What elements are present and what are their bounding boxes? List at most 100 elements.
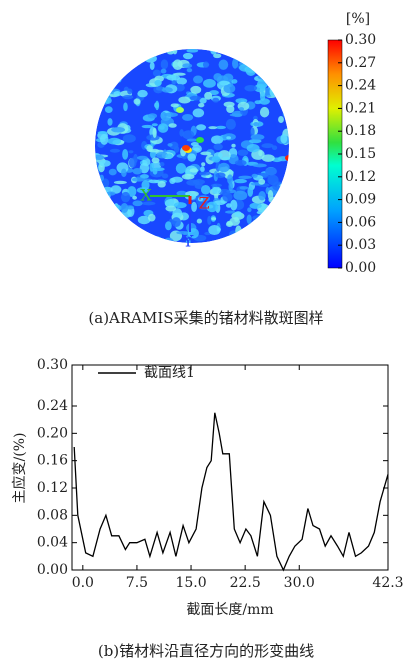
speckle — [203, 79, 216, 88]
speckle — [182, 63, 192, 68]
speckle — [111, 205, 122, 212]
y-axis-label: 主应变/(%) — [11, 433, 28, 504]
speckle — [276, 208, 287, 216]
speckle — [234, 211, 242, 217]
speckle — [270, 87, 276, 97]
speckle — [129, 158, 137, 168]
speckle — [213, 53, 221, 58]
speckle — [265, 228, 274, 238]
unit-label: [%] — [346, 11, 370, 27]
speckle — [213, 144, 222, 150]
speckle — [251, 134, 265, 140]
speckle — [222, 238, 228, 241]
speckle — [99, 160, 110, 167]
axis-glyph-label: Y — [182, 232, 194, 251]
speckle — [258, 191, 265, 201]
speckle — [132, 196, 137, 200]
y-tick-label: 0.30 — [37, 357, 68, 373]
speckle — [98, 210, 103, 215]
speckle — [226, 136, 231, 139]
speckle — [281, 63, 285, 69]
speckle — [123, 102, 128, 111]
speckle — [235, 225, 241, 236]
speckle — [176, 107, 184, 113]
caption: (a)ARAMIS采集的锗材料散斑图样 — [88, 309, 323, 327]
speckle — [111, 52, 116, 60]
speckle — [134, 98, 141, 104]
speckle — [211, 217, 216, 220]
speckle — [131, 58, 139, 61]
speckle — [193, 148, 200, 151]
speckle-image — [90, 44, 293, 246]
speckle — [115, 55, 128, 59]
speckle — [123, 95, 134, 99]
speckle — [190, 168, 199, 172]
speckle — [257, 80, 268, 89]
speckle — [110, 217, 117, 227]
speckle — [108, 56, 115, 60]
x-tick-label: 42.3 — [372, 575, 403, 591]
speckle — [274, 58, 280, 62]
speckle — [171, 80, 176, 85]
speckle — [148, 149, 159, 153]
speckle — [242, 232, 247, 236]
speckle — [211, 184, 222, 187]
speckle — [178, 96, 190, 103]
speckle — [187, 68, 193, 72]
colorbar-tick-label: 0.12 — [345, 169, 376, 185]
speckle — [182, 145, 190, 151]
speckle — [253, 164, 267, 168]
speckle — [200, 166, 205, 172]
speckle — [258, 65, 267, 71]
axis-glyph-label: X — [140, 186, 152, 205]
speckle — [161, 59, 168, 69]
speckle — [96, 78, 108, 87]
speckle — [272, 181, 283, 191]
x-axis-label: 截面长度/mm — [186, 602, 273, 618]
speckle — [247, 144, 260, 152]
speckle — [95, 87, 104, 98]
speckle — [115, 62, 125, 70]
speckle — [97, 206, 110, 214]
speckle — [247, 214, 252, 224]
speckle — [275, 84, 287, 95]
speckle — [164, 238, 174, 245]
speckle — [120, 50, 130, 57]
speckle — [107, 118, 112, 126]
speckle — [174, 146, 179, 153]
speckle — [182, 130, 194, 139]
speckle — [255, 62, 262, 70]
speckle — [98, 63, 103, 66]
colorbar-tick-label: 0.21 — [345, 100, 376, 116]
speckle — [182, 114, 193, 121]
speckle — [275, 215, 288, 225]
colorbar-tick-label: 0.09 — [345, 192, 376, 208]
x-tick-label: 30.0 — [284, 575, 315, 591]
speckle — [253, 122, 259, 126]
speckle — [153, 128, 157, 138]
speckle — [196, 124, 206, 130]
speckle — [167, 143, 172, 147]
speckle — [234, 179, 247, 183]
speckle — [164, 112, 178, 117]
speckle — [93, 81, 101, 88]
speckle — [119, 240, 130, 245]
x-tick-label: 22.5 — [230, 575, 261, 591]
speckle — [149, 240, 153, 244]
speckle — [123, 134, 136, 142]
colorbar-tick-label: 0.03 — [345, 237, 376, 253]
speckle — [247, 186, 253, 197]
speckle — [173, 47, 178, 54]
speckle — [92, 48, 100, 52]
speckle — [270, 240, 280, 243]
speckle — [110, 72, 124, 75]
speckle — [232, 45, 239, 54]
speckle — [132, 177, 145, 181]
speckle — [280, 235, 285, 243]
speckle — [114, 181, 127, 184]
caption: (b)锗材料沿直径方向的形变曲线 — [98, 642, 314, 660]
speckle — [264, 70, 273, 73]
speckle — [95, 192, 105, 201]
speckle — [113, 91, 121, 96]
speckle — [176, 163, 186, 174]
